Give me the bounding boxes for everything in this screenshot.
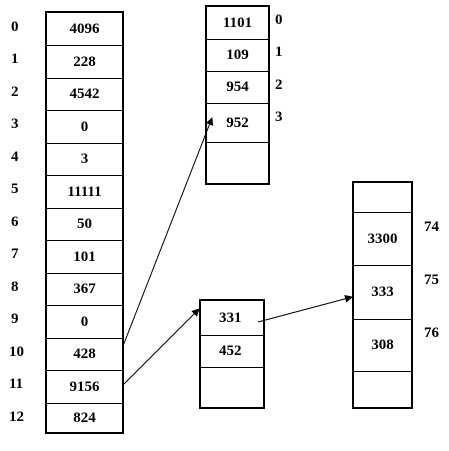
table-a-cell-1: 109 [207,39,268,71]
main-cell-11: 9156 [47,370,122,403]
table-a-index-0: 0 [275,12,283,28]
main-cell-1: 228 [47,45,122,78]
table-b-cell-0: 331 [219,309,242,326]
table-c-cell-3: 308 [354,319,411,371]
main-cell-9: 0 [47,305,122,338]
table-c-index-76: 76 [424,325,439,341]
main-index-2: 2 [11,84,19,100]
pointer-arrow-11-to-table-b [122,308,200,386]
main-cell-5: 11111 [47,175,122,208]
main-cell-7: 101 [47,240,122,273]
table-c-index-74: 74 [424,219,439,235]
main-index-4: 4 [11,149,19,165]
table-a: 1101 109 954 952 [205,5,270,185]
main-index-10: 10 [9,344,24,360]
main-cell-0: 4096 [69,20,100,37]
table-c-index-75: 75 [424,272,439,288]
table-b: 331 452 [199,299,265,409]
main-table: 4096 228 4542 0 3 11111 50 101 367 0 428… [45,11,124,434]
main-index-9: 9 [11,311,19,327]
main-index-12: 12 [9,409,24,425]
main-cell-10: 428 [47,338,122,370]
main-cell-2: 4542 [47,78,122,110]
table-a-cell-0: 1101 [222,14,253,31]
main-cell-6: 50 [47,208,122,240]
table-a-index-1: 1 [275,44,283,60]
table-b-cell-1: 452 [201,335,263,367]
main-index-6: 6 [11,214,19,230]
main-index-8: 8 [11,279,19,295]
main-index-11: 11 [9,376,24,392]
table-c: 3300 333 308 [352,181,413,409]
main-cell-12: 824 [47,403,122,432]
table-c-cell-1: 3300 [354,212,411,265]
table-a-cell-3: 952 [207,103,268,142]
table-b-cell-2 [201,367,263,407]
table-a-cell-2: 954 [207,71,268,103]
main-cell-8: 367 [47,273,122,305]
table-c-cell-4 [354,371,411,407]
main-index-3: 3 [11,116,19,132]
main-cell-3: 0 [47,110,122,143]
main-index-1: 1 [11,51,19,67]
table-c-cell-2: 333 [354,265,411,319]
table-c-cell-0 [354,183,411,212]
table-a-index-3: 3 [275,109,283,125]
main-index-5: 5 [11,181,19,197]
main-index-7: 7 [11,246,19,262]
table-a-index-2: 2 [275,77,283,93]
table-a-cell-4 [207,142,268,183]
pointer-arrow-331-to-table-c [257,294,353,323]
main-index-0: 0 [11,19,19,35]
main-cell-4: 3 [47,143,122,175]
